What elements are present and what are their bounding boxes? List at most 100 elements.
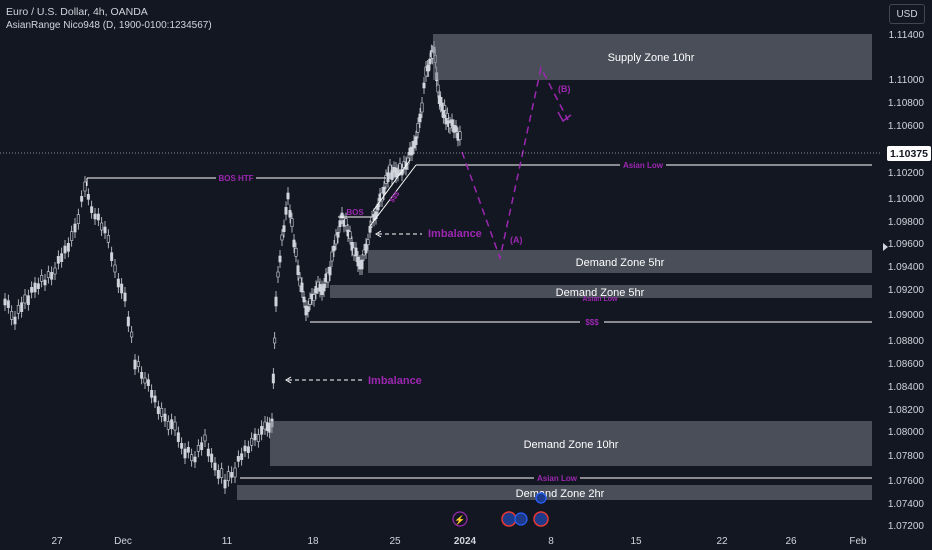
bos-line[interactable]: BOS (338, 208, 372, 218)
candle-body (271, 373, 275, 384)
bos-label: BOS (346, 208, 364, 217)
asian-low-label-3: Asian Low (537, 474, 578, 483)
time-tick-label: Feb (849, 536, 867, 547)
candle-body (43, 279, 47, 286)
candle-body (338, 220, 342, 227)
price-tick-label: 1.08000 (888, 427, 925, 438)
candle-body (36, 283, 40, 289)
price-tick-label: 1.08600 (888, 359, 925, 370)
candle-body (216, 470, 220, 479)
candle-body (443, 105, 447, 111)
candle-body (250, 438, 254, 446)
price-tick-label: 1.10000 (888, 194, 925, 205)
imbalance-arrow-1[interactable]: Imbalance (375, 228, 482, 240)
demand-zone-10hr[interactable]: Demand Zone 10hr (270, 421, 872, 466)
candle-body (66, 243, 70, 252)
candle-body (220, 468, 224, 478)
candle-body (76, 214, 80, 224)
currency-button[interactable]: USD (889, 4, 925, 24)
candle-body (70, 231, 74, 241)
candle-body (80, 196, 84, 202)
imbalance-arrow-2[interactable]: Imbalance (285, 375, 422, 387)
candle-body (246, 446, 250, 453)
candle-body (336, 232, 340, 238)
candle-body (210, 453, 214, 463)
candle-body (60, 253, 64, 262)
time-tick-label: 15 (630, 536, 642, 547)
candle-body (294, 248, 298, 257)
asian-low-line-1[interactable]: Asian Low (416, 160, 872, 170)
candle-body (223, 479, 227, 489)
candle-body (156, 406, 160, 414)
demand-zone-2hr[interactable]: Demand Zone 2hr (237, 485, 872, 500)
candle-body (140, 372, 144, 379)
candle-body (163, 413, 167, 422)
candle-body (83, 181, 87, 192)
candle-body (256, 434, 260, 442)
liquidity-line[interactable]: $$$ (310, 317, 872, 327)
candle-body (260, 426, 264, 435)
candle-body (193, 456, 197, 463)
current-price-tag: 1.10375 (887, 146, 931, 161)
candle-body (10, 311, 14, 320)
candle-body (300, 282, 304, 293)
asian-low-label: Asian Low (623, 161, 664, 170)
candle-body (236, 456, 240, 462)
candle-body (183, 448, 187, 459)
lightning-event-icon[interactable] (452, 511, 468, 527)
imbalance-label: Imbalance (368, 375, 422, 387)
symbol-title[interactable]: Euro / U.S. Dollar, 4h, OANDA (6, 6, 148, 18)
us-flag-event-icon[interactable] (501, 511, 517, 527)
candle-body (113, 264, 117, 273)
candle-body (454, 125, 458, 133)
price-tick-label: 1.11000 (889, 75, 925, 86)
candle-body (90, 206, 94, 213)
candle-body (450, 119, 454, 126)
expand-arrow-icon[interactable] (883, 243, 888, 251)
candle-body (153, 395, 157, 403)
candle-body (360, 259, 364, 270)
candle-body (100, 222, 104, 231)
event-markers[interactable]: ⚡ (452, 492, 549, 527)
candle-body (296, 265, 300, 275)
projection-path[interactable]: (A) (B) (461, 65, 572, 261)
price-tick-label: 1.09200 (888, 285, 925, 296)
candle-body (418, 113, 422, 123)
candle-body (86, 194, 90, 200)
candle-body (284, 207, 288, 215)
price-tick-label: 1.08400 (888, 382, 925, 393)
asian-low-label-2: Asian Low (582, 296, 618, 303)
candle-body (30, 287, 34, 293)
asian-low-line-3[interactable]: Asian Low (240, 473, 872, 483)
us-flag-event-icon[interactable] (533, 511, 549, 527)
candle-body (322, 283, 326, 292)
eu-flag-event-icon[interactable] (514, 512, 528, 526)
candle-body (390, 170, 394, 180)
candle-body (292, 239, 296, 248)
candle-body (56, 256, 60, 264)
candle-body (354, 247, 358, 257)
candle-body (26, 295, 30, 305)
candle-body (143, 377, 147, 384)
supply-zone-10hr[interactable]: Supply Zone 10hr (433, 34, 872, 80)
price-tick-label: 1.07400 (888, 499, 925, 510)
price-scale[interactable]: 1.11400 1.11000 1.10800 1.10600 1.10200 1.100… (888, 30, 925, 532)
time-scale[interactable]: 27 Dec 11 18 25 2024 8 15 22 26 Feb (51, 536, 867, 547)
candle-body (350, 242, 354, 251)
candle-body (398, 163, 402, 170)
candle-body (160, 408, 164, 417)
candle-body (348, 231, 352, 239)
candle-body (53, 267, 57, 275)
demand-zone-5hr-a[interactable]: Demand Zone 5hr (368, 250, 872, 273)
price-tick-label: 1.09800 (888, 217, 925, 228)
eu-flag-event-icon[interactable] (535, 492, 547, 504)
demand-zone-5hr-b[interactable]: Demand Zone 5hr (330, 285, 872, 299)
time-tick-label: 22 (716, 536, 728, 547)
time-tick-label: 2024 (454, 536, 477, 547)
candle-body (340, 212, 344, 219)
zone-label: Demand Zone 10hr (524, 439, 619, 451)
bos-htf-line[interactable]: BOS HTF (86, 173, 386, 186)
candles (3, 41, 462, 494)
indicator-legend[interactable]: AsianRange Nico948 (D, 1900-0100:1234567… (6, 20, 212, 31)
